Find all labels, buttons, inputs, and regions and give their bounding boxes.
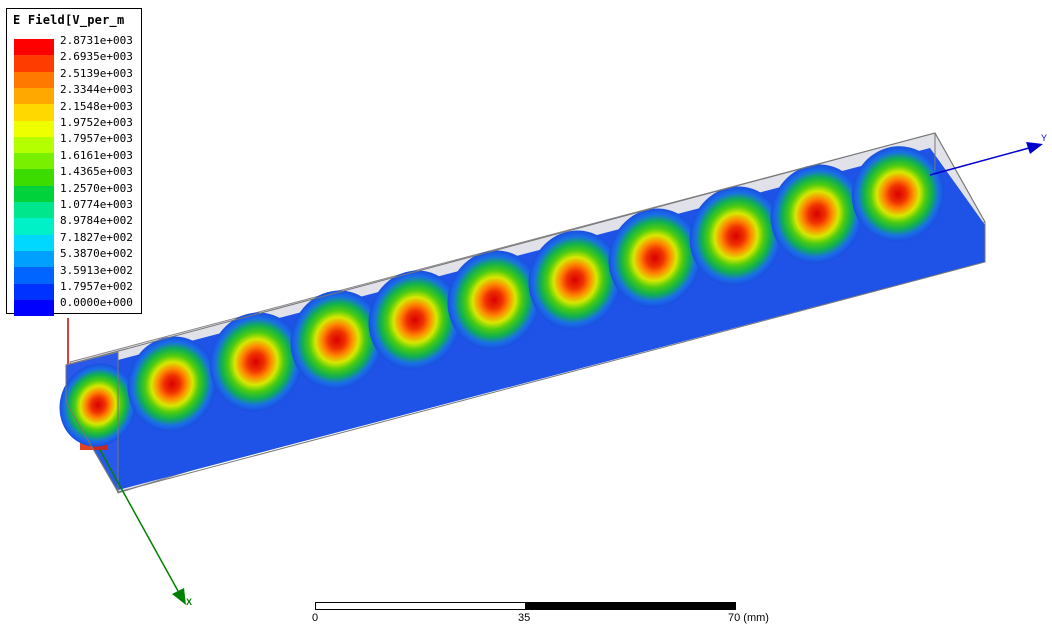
y-axis-arrow [1026, 142, 1043, 154]
scale-bar [315, 602, 736, 612]
legend-value: 2.8731e+003 [60, 34, 133, 47]
x-axis-label: X [186, 597, 192, 607]
legend-value: 2.3344e+003 [60, 83, 133, 97]
x-axis-line [99, 449, 184, 601]
scale-label-0: 0 [312, 612, 319, 624]
legend-swatch [14, 71, 54, 89]
legend-value: 3.5913e+002 [60, 263, 133, 277]
legend-value: 1.4365e+003 [60, 165, 133, 179]
legend-value: 1.6161e+003 [60, 148, 133, 162]
legend-swatch [14, 153, 54, 170]
field-cell-6 [447, 250, 541, 350]
field-cell-8 [608, 208, 702, 308]
scale-label-70: 70 (mm) [728, 612, 769, 624]
legend-value: 0.0000e+000 [60, 296, 133, 310]
legend-swatch [14, 218, 54, 235]
field-cell-1 [59, 363, 137, 447]
field-cell-4 [290, 290, 384, 390]
legend-swatch [14, 202, 54, 219]
legend-swatch [14, 169, 54, 186]
legend-swatch [14, 104, 54, 121]
legend-swatch [14, 267, 54, 284]
legend-value: 5.3870e+002 [60, 247, 133, 261]
scale-bar-segment-light [315, 602, 526, 610]
legend-value: 7.1827e+002 [60, 230, 133, 244]
legend-value: 1.7957e+003 [60, 132, 133, 146]
legend-value: 1.9752e+003 [60, 116, 133, 129]
legend-value: 2.1548e+003 [60, 99, 133, 113]
legend-swatch [14, 39, 54, 56]
legend-swatch [14, 185, 54, 203]
legend-swatch [14, 234, 54, 252]
legend-value: 1.0774e+003 [60, 198, 133, 211]
x-axis-arrow [172, 588, 186, 605]
field-cells [59, 146, 945, 447]
legend-swatch [14, 283, 54, 300]
y-axis-label: Y [1041, 133, 1047, 143]
legend-swatch [14, 55, 54, 72]
legend-swatch [14, 87, 54, 105]
field-cell-5 [368, 270, 462, 370]
legend-value: 2.5139e+003 [60, 66, 133, 80]
field-legend[interactable]: E Field[V_per_m 2.8731e+003 2.6935e+003 2.… [6, 8, 142, 317]
legend-swatch [14, 250, 54, 268]
field-cell-9 [689, 186, 783, 286]
legend-title: E Field[V_per_m [13, 13, 125, 27]
legend-swatch [14, 299, 54, 317]
scale-bar-segment-dark [525, 602, 736, 610]
legend-value: 8.9784e+002 [60, 214, 133, 228]
legend-swatch [14, 120, 54, 137]
legend-value: 2.6935e+003 [60, 50, 133, 64]
scale-label-35: 35 [518, 612, 531, 624]
legend-value: 1.2570e+003 [60, 181, 133, 195]
field-cell-10 [770, 164, 864, 264]
field-cell-7 [528, 230, 622, 330]
legend-swatch [14, 136, 54, 154]
legend-value: 1.7957e+002 [60, 280, 133, 293]
field-cell-11 [851, 146, 945, 242]
y-axis-line [929, 144, 1041, 176]
field-cell-3 [209, 312, 303, 412]
field-cell-2 [127, 336, 217, 432]
